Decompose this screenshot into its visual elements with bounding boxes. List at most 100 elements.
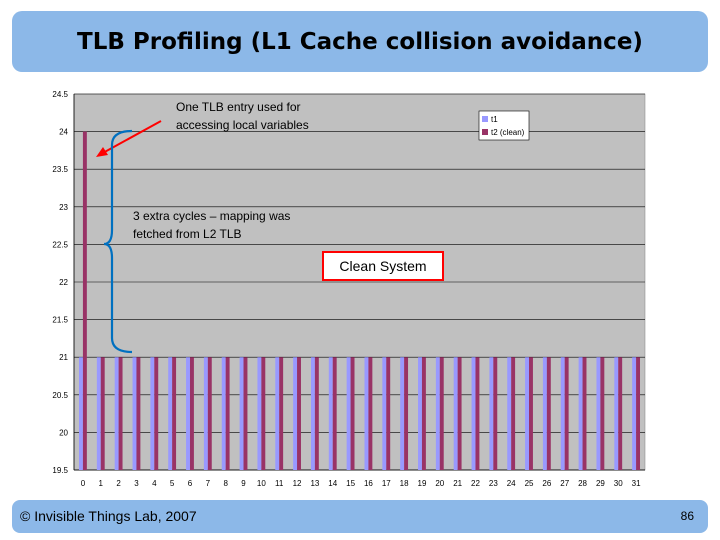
bar-t1-25 xyxy=(525,357,530,470)
bar-t2-clean-8 xyxy=(225,357,230,470)
bar-t2-clean-24 xyxy=(511,357,516,470)
bar-t2-clean-30 xyxy=(618,357,623,470)
bar-t2-clean-25 xyxy=(529,357,533,470)
bar-t2-clean-11 xyxy=(279,357,284,470)
bar-t1-6 xyxy=(186,357,190,470)
bar-t2-clean-28 xyxy=(582,357,587,470)
bar-t1-0 xyxy=(78,357,83,470)
x-tick-label-7: 7 xyxy=(206,479,211,488)
bar-t1-27 xyxy=(560,357,565,470)
x-tick-label-18: 18 xyxy=(400,479,409,488)
bar-t1-23 xyxy=(489,357,494,470)
bar-t1-8 xyxy=(221,357,226,470)
y-tick-label-7: 23 xyxy=(59,203,68,212)
x-tick-label-10: 10 xyxy=(257,479,266,488)
bar-t2-clean-15 xyxy=(350,357,355,470)
annotation-cycles-line1: 3 extra cycles – mapping was xyxy=(133,209,290,223)
bar-t2-clean-3 xyxy=(136,357,141,470)
bar-t2-clean-23 xyxy=(493,357,498,470)
legend-label-t1: t1 xyxy=(491,115,498,124)
legend-swatch-t1 xyxy=(482,116,488,122)
x-tick-label-3: 3 xyxy=(134,479,139,488)
bar-t2-clean-18 xyxy=(404,357,409,470)
x-tick-label-31: 31 xyxy=(632,479,641,488)
bar-t2-clean-9 xyxy=(243,357,248,470)
y-tick-label-9: 24 xyxy=(59,128,68,137)
bar-t2-clean-12 xyxy=(297,357,301,470)
bar-t1-19 xyxy=(418,357,422,470)
bar-t1-15 xyxy=(346,357,351,470)
legend: t1 t2 (clean) xyxy=(478,110,530,141)
brace xyxy=(103,129,133,354)
x-tick-label-29: 29 xyxy=(596,479,605,488)
bar-t1-5 xyxy=(168,357,173,470)
slide-title: TLB Profiling (L1 Cache collision avoida… xyxy=(77,28,643,55)
bar-t2-clean-6 xyxy=(189,357,194,470)
bar-t1-26 xyxy=(542,357,547,470)
bar-t1-2 xyxy=(114,357,119,470)
bar-t2-clean-0 xyxy=(82,131,87,470)
x-tick-label-27: 27 xyxy=(560,479,569,488)
clean-system-label: Clean System xyxy=(339,258,426,274)
y-tick-label-2: 20.5 xyxy=(52,391,68,400)
bar-t1-29 xyxy=(596,357,601,470)
bar-t2-clean-16 xyxy=(368,357,373,470)
x-tick-label-9: 9 xyxy=(241,479,246,488)
y-tick-label-0: 19.5 xyxy=(52,466,68,475)
y-tick-label-10: 24.5 xyxy=(52,90,68,99)
bar-t1-12 xyxy=(293,357,298,470)
x-tick-label-23: 23 xyxy=(489,479,498,488)
bar-t2-clean-31 xyxy=(636,357,641,470)
title-bar: TLB Profiling (L1 Cache collision avoida… xyxy=(12,11,708,72)
x-tick-label-12: 12 xyxy=(293,479,302,488)
bar-t1-28 xyxy=(578,357,583,470)
x-tick-label-13: 13 xyxy=(310,479,319,488)
x-tick-label-0: 0 xyxy=(81,479,86,488)
bar-t2-clean-2 xyxy=(118,357,123,470)
footer-bar: © Invisible Things Lab, 2007 86 xyxy=(12,500,708,533)
bar-t1-9 xyxy=(239,357,244,470)
bars-group xyxy=(78,131,641,470)
bar-t2-clean-20 xyxy=(439,357,444,470)
x-tick-label-5: 5 xyxy=(170,479,175,488)
bar-t2-clean-29 xyxy=(600,357,605,470)
bar-t2-clean-17 xyxy=(386,357,391,470)
footer-copyright: © Invisible Things Lab, 2007 xyxy=(20,508,197,524)
bar-t2-clean-22 xyxy=(475,357,480,470)
y-tick-label-1: 20 xyxy=(59,428,68,437)
x-tick-label-25: 25 xyxy=(525,479,534,488)
x-tick-label-14: 14 xyxy=(328,479,337,488)
y-tick-label-8: 23.5 xyxy=(52,165,68,174)
x-tick-label-19: 19 xyxy=(418,479,427,488)
bar-t2-clean-27 xyxy=(564,357,569,470)
y-tick-label-4: 21.5 xyxy=(52,316,68,325)
bar-t2-clean-14 xyxy=(332,357,337,470)
bar-t1-24 xyxy=(507,357,512,470)
bar-t2-clean-1 xyxy=(100,357,105,470)
x-tick-label-6: 6 xyxy=(188,479,193,488)
x-tick-label-2: 2 xyxy=(116,479,121,488)
bar-t2-clean-4 xyxy=(154,357,159,470)
bar-t1-3 xyxy=(132,357,137,470)
bar-t1-4 xyxy=(150,357,155,470)
bar-t2-clean-21 xyxy=(457,357,462,470)
bar-t1-31 xyxy=(632,357,637,470)
x-tick-label-20: 20 xyxy=(435,479,444,488)
legend-box xyxy=(478,110,530,141)
legend-label-t2: t2 (clean) xyxy=(491,128,525,137)
y-tick-label-3: 21 xyxy=(59,353,68,362)
bar-t1-11 xyxy=(275,357,280,470)
red-arrowhead xyxy=(96,147,108,157)
y-axis-ticks: 19.5 20 20.5 21 21.5 22 22.5 23 23.5 24 24.5 xyxy=(52,90,68,475)
bar-t1-17 xyxy=(382,357,387,470)
x-tick-label-28: 28 xyxy=(578,479,587,488)
bar-t1-14 xyxy=(328,357,333,470)
x-tick-label-11: 11 xyxy=(275,479,284,488)
annotation-cycles-line2: fetched from L2 TLB xyxy=(133,227,242,241)
x-tick-label-1: 1 xyxy=(99,479,104,488)
x-tick-label-24: 24 xyxy=(507,479,516,488)
x-tick-label-17: 17 xyxy=(382,479,391,488)
x-tick-label-21: 21 xyxy=(453,479,462,488)
x-axis-ticks: 0 1 2 3 4 5 6 7 8 9 10 11 12 13 14 15 16 17 18 19 20 21 22 23 24… xyxy=(81,479,641,488)
